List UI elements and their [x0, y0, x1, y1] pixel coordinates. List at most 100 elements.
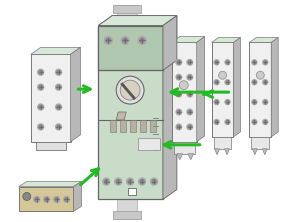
Circle shape: [226, 101, 229, 103]
Circle shape: [140, 38, 144, 43]
Circle shape: [252, 60, 257, 65]
Polygon shape: [138, 138, 160, 150]
Circle shape: [263, 80, 268, 85]
Polygon shape: [197, 36, 205, 142]
Circle shape: [39, 125, 42, 129]
Circle shape: [252, 100, 257, 105]
Circle shape: [188, 76, 191, 79]
Polygon shape: [249, 38, 278, 42]
Circle shape: [35, 198, 38, 201]
Circle shape: [140, 180, 144, 183]
Polygon shape: [98, 26, 163, 199]
Circle shape: [138, 36, 146, 44]
Polygon shape: [113, 5, 141, 13]
Circle shape: [263, 119, 268, 124]
Circle shape: [179, 81, 188, 90]
Circle shape: [188, 93, 191, 96]
Circle shape: [214, 60, 219, 65]
Circle shape: [264, 101, 267, 103]
Circle shape: [45, 198, 48, 201]
Circle shape: [215, 61, 218, 64]
Polygon shape: [252, 149, 257, 155]
Circle shape: [57, 105, 60, 109]
Circle shape: [123, 38, 127, 43]
Polygon shape: [113, 211, 141, 219]
Circle shape: [177, 111, 180, 113]
Polygon shape: [128, 188, 136, 195]
Polygon shape: [31, 48, 81, 54]
Polygon shape: [188, 154, 194, 160]
Circle shape: [253, 121, 256, 123]
Circle shape: [215, 81, 218, 83]
Circle shape: [127, 178, 134, 185]
Circle shape: [176, 59, 181, 65]
Circle shape: [264, 61, 267, 64]
Polygon shape: [174, 142, 195, 154]
Circle shape: [187, 124, 192, 130]
Circle shape: [34, 196, 40, 202]
Polygon shape: [225, 149, 229, 155]
Circle shape: [177, 76, 180, 79]
Circle shape: [65, 198, 68, 201]
Polygon shape: [110, 120, 116, 132]
Polygon shape: [74, 182, 82, 211]
Circle shape: [188, 125, 191, 129]
Circle shape: [64, 196, 69, 202]
Polygon shape: [98, 16, 177, 26]
Circle shape: [177, 61, 180, 64]
Circle shape: [38, 124, 44, 130]
Circle shape: [187, 91, 192, 97]
Circle shape: [252, 119, 257, 124]
Circle shape: [57, 125, 60, 129]
Polygon shape: [31, 54, 71, 142]
Polygon shape: [120, 120, 126, 132]
Circle shape: [54, 196, 60, 202]
Circle shape: [38, 104, 44, 110]
Circle shape: [121, 36, 129, 44]
Circle shape: [57, 85, 60, 89]
Circle shape: [23, 192, 31, 200]
Polygon shape: [140, 120, 146, 132]
Circle shape: [116, 76, 144, 104]
Circle shape: [215, 121, 218, 123]
Circle shape: [57, 71, 60, 74]
Polygon shape: [249, 42, 271, 137]
Circle shape: [225, 80, 230, 85]
Polygon shape: [271, 38, 278, 137]
Circle shape: [225, 60, 230, 65]
Polygon shape: [150, 120, 156, 132]
Polygon shape: [98, 26, 163, 70]
Circle shape: [256, 71, 264, 79]
Circle shape: [214, 119, 219, 124]
Circle shape: [187, 59, 192, 65]
Circle shape: [38, 69, 44, 75]
Circle shape: [214, 80, 219, 85]
Circle shape: [264, 121, 267, 123]
Circle shape: [187, 109, 192, 115]
Polygon shape: [234, 38, 241, 137]
Circle shape: [188, 111, 191, 113]
Circle shape: [120, 80, 140, 100]
Circle shape: [44, 196, 50, 202]
Circle shape: [56, 104, 62, 110]
Circle shape: [253, 81, 256, 83]
Circle shape: [214, 100, 219, 105]
Circle shape: [177, 93, 180, 96]
Polygon shape: [214, 137, 231, 149]
Circle shape: [253, 61, 256, 64]
Circle shape: [226, 81, 229, 83]
Polygon shape: [177, 154, 183, 160]
Circle shape: [218, 71, 227, 79]
Circle shape: [128, 180, 132, 183]
Polygon shape: [163, 16, 177, 199]
Polygon shape: [116, 112, 126, 120]
Circle shape: [56, 69, 62, 75]
Circle shape: [116, 180, 120, 183]
Circle shape: [253, 101, 256, 103]
Circle shape: [103, 178, 110, 185]
Polygon shape: [251, 137, 269, 149]
Circle shape: [225, 119, 230, 124]
Circle shape: [226, 121, 229, 123]
Circle shape: [38, 84, 44, 90]
Circle shape: [176, 74, 181, 80]
